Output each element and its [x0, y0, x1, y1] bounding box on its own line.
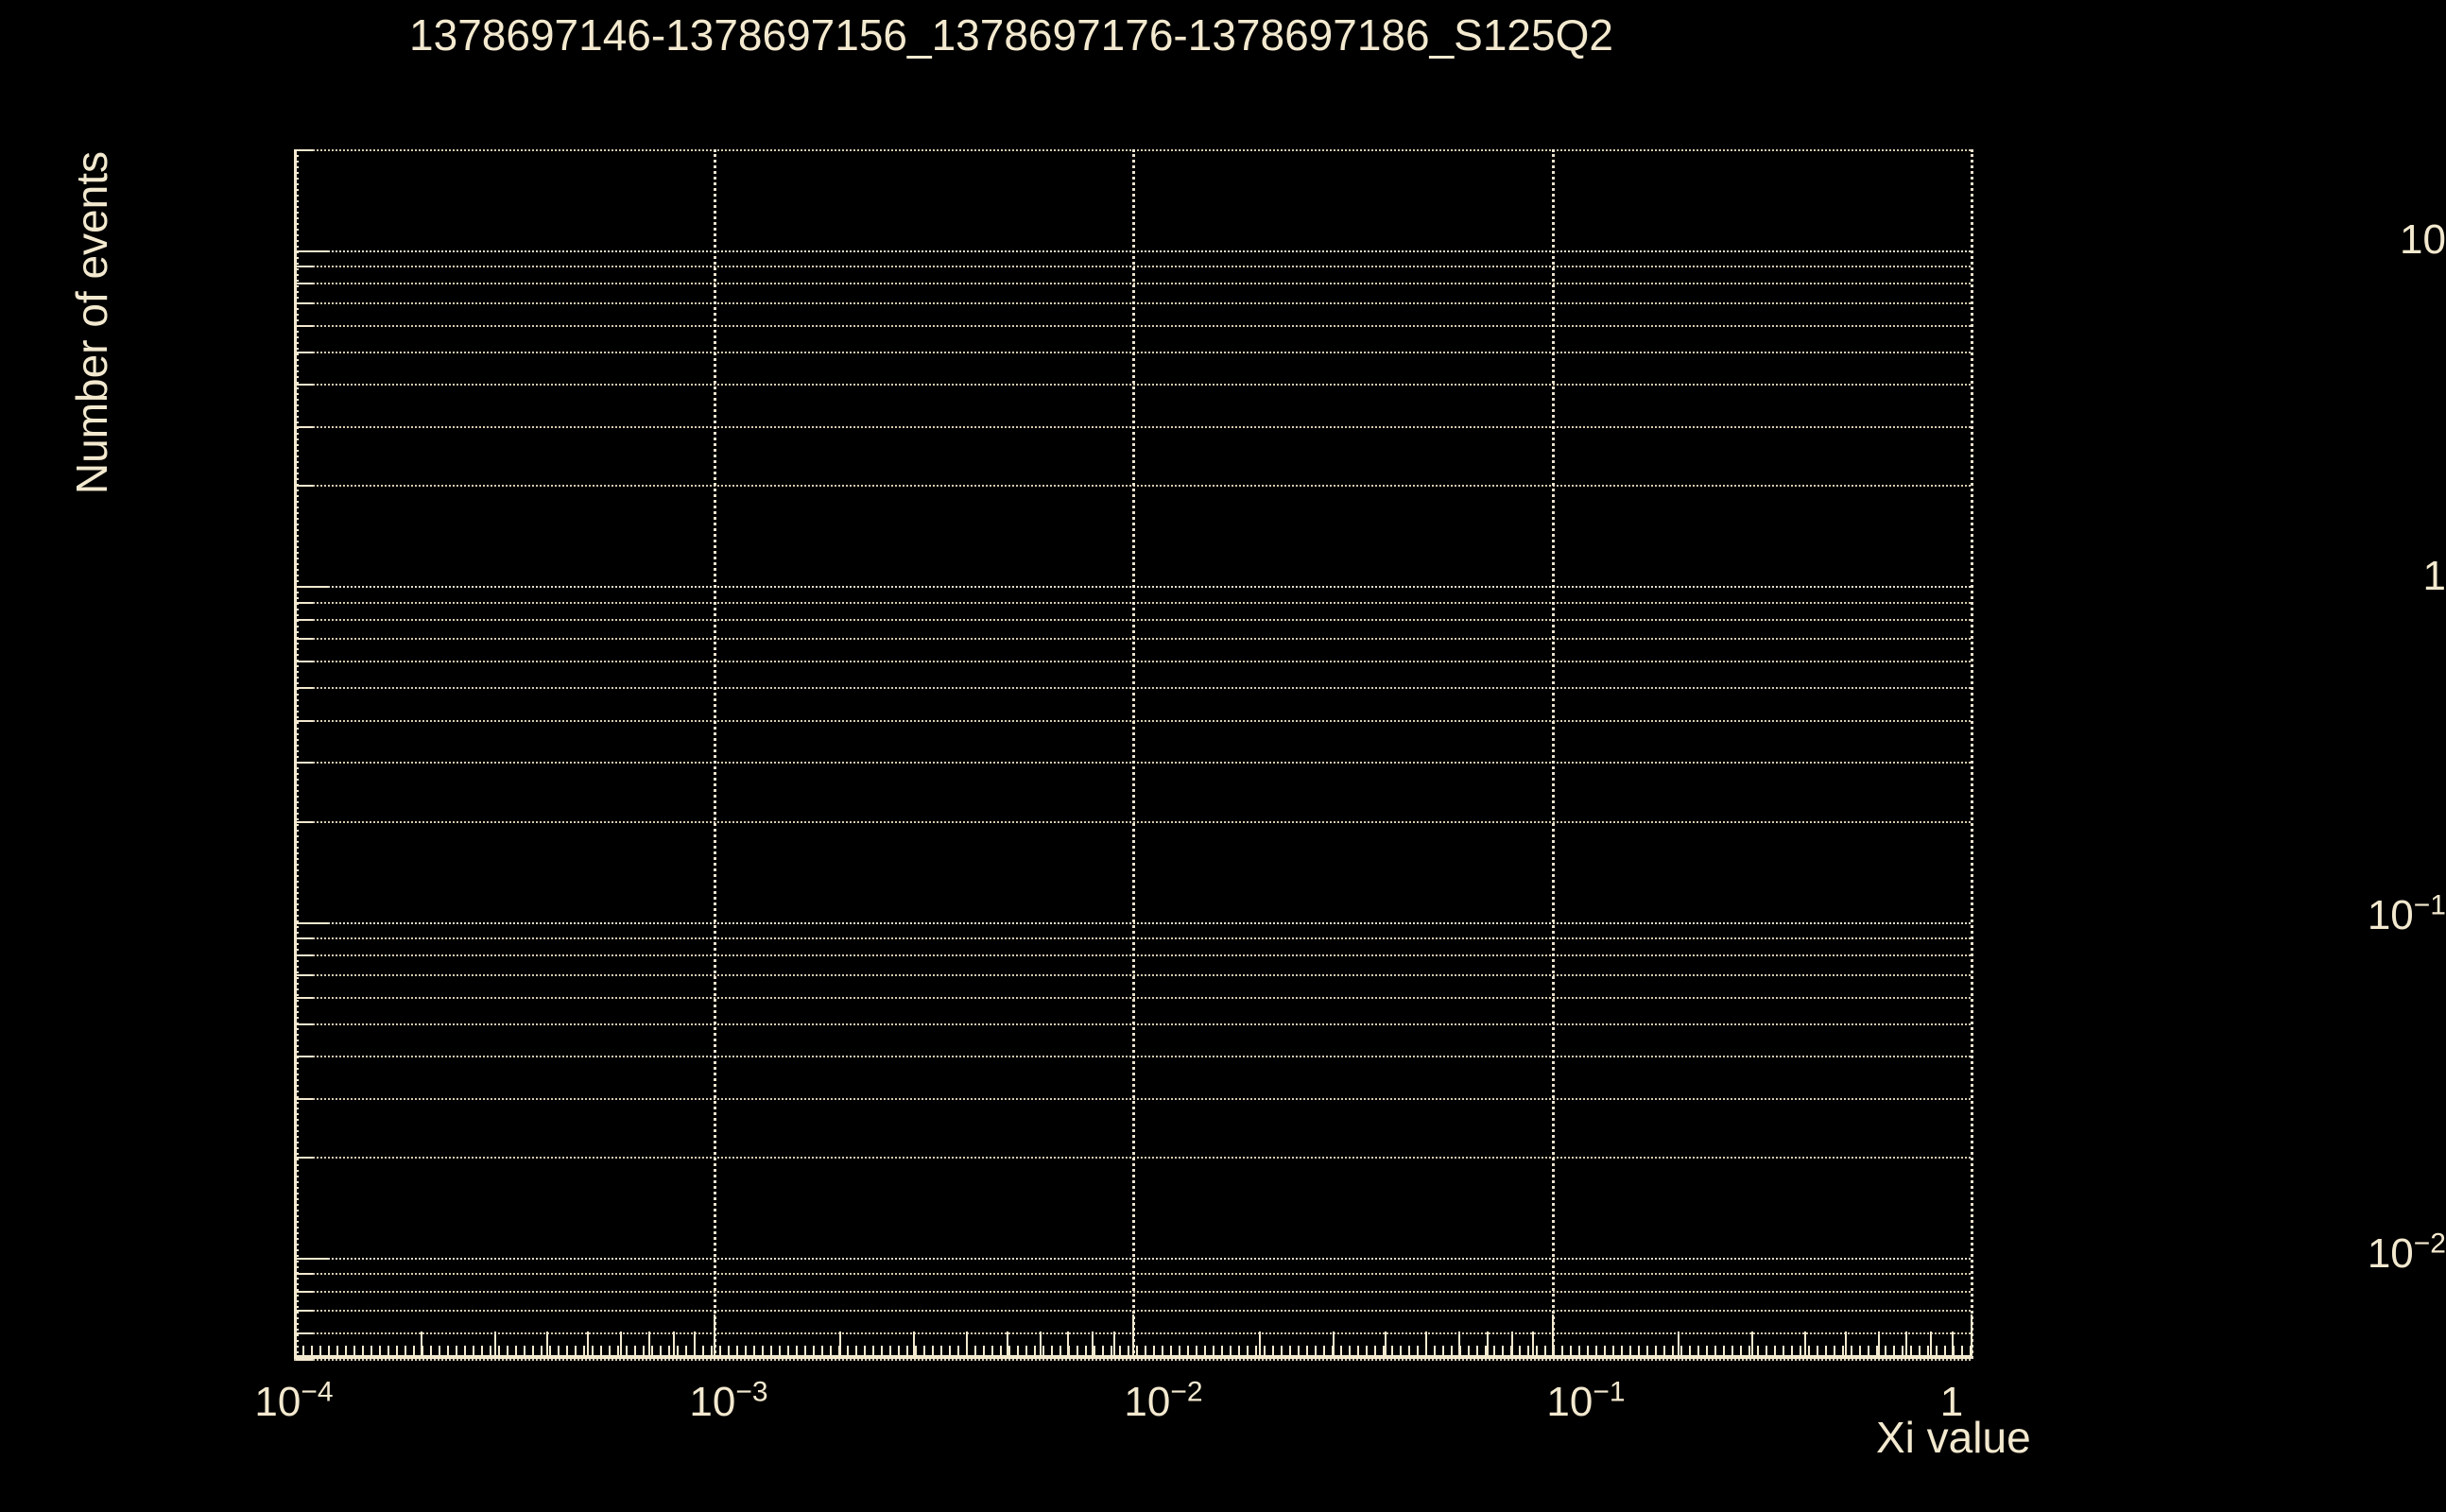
x-tick-minor — [1751, 1332, 1754, 1356]
y-tick-minor — [296, 762, 313, 765]
x-tick-minor — [1006, 1332, 1008, 1356]
x-tick-label-1e-3: 10−3 — [689, 1376, 768, 1425]
grid-line-x-major — [1971, 149, 1973, 1359]
x-tick-label-1e-1: 10−1 — [1546, 1376, 1626, 1425]
x-tick-minor — [1332, 1332, 1335, 1356]
y-tick-minor — [296, 1273, 313, 1276]
y-tick-minor — [296, 1056, 313, 1058]
x-tick-minor — [587, 1332, 589, 1356]
x-tick-major — [1551, 1314, 1554, 1356]
y-tick-minor — [296, 973, 313, 976]
x-tick-minor — [1458, 1332, 1461, 1356]
chart-title: 1378697146-1378697156_1378697176-1378697… — [409, 10, 1613, 60]
y-tick-minor — [296, 1290, 313, 1293]
x-tick-minor — [1067, 1332, 1070, 1356]
grid-line-y-minor — [294, 1359, 1971, 1361]
grid-line-x-major — [1132, 149, 1135, 1359]
y-tick-minor — [296, 485, 313, 488]
y-tick-minor — [296, 1332, 313, 1334]
x-tick-minor — [1678, 1332, 1679, 1356]
y-tick-minor — [296, 1097, 313, 1100]
y-axis-line — [294, 149, 297, 1359]
y-tick-major — [296, 1258, 328, 1260]
y-tick-major — [296, 921, 328, 924]
y-tick-minor — [296, 1157, 313, 1160]
grid-line-x-major — [1551, 149, 1555, 1359]
x-axis-title: Xi value — [1876, 1413, 2031, 1462]
x-tick-minor — [1930, 1332, 1932, 1356]
x-tick-minor — [1385, 1332, 1387, 1356]
x-tick-minor — [672, 1332, 675, 1356]
y-tick-label-1e-2: 10−2 — [2367, 1228, 2446, 1277]
x-tick-major — [1971, 1314, 1972, 1356]
y-tick-minor — [296, 954, 313, 957]
x-tick-major — [713, 1314, 715, 1356]
x-tick-minor — [1877, 1332, 1880, 1356]
y-tick-minor — [296, 820, 313, 823]
y-tick-major — [296, 586, 328, 589]
y-tick-minor — [296, 149, 313, 151]
x-tick-label-1e-4: 10−4 — [254, 1376, 334, 1425]
y-tick-minor — [296, 1310, 313, 1313]
x-tick-minor — [647, 1332, 650, 1356]
x-tick-label-1: 1 — [1939, 1379, 1964, 1425]
x-tick-minor — [1112, 1332, 1115, 1356]
x-tick-minor — [1425, 1332, 1427, 1356]
x-tick-minor — [1039, 1332, 1042, 1356]
y-tick-label-1e-1: 10−1 — [2367, 889, 2446, 938]
y-tick-minor — [296, 638, 313, 641]
y-tick-major — [296, 250, 328, 252]
y-tick-minor — [296, 1359, 313, 1361]
x-tick-minor — [546, 1332, 548, 1356]
x-tick-minor — [1905, 1332, 1908, 1356]
y-tick-minor — [296, 266, 313, 268]
y-tick-minor — [296, 719, 313, 722]
y-tick-minor — [296, 425, 313, 428]
x-tick-minor — [1510, 1332, 1513, 1356]
y-tick-minor — [296, 283, 313, 285]
y-tick-minor — [296, 1022, 313, 1025]
x-tick-minor — [1486, 1332, 1489, 1356]
x-tick-minor — [965, 1332, 968, 1356]
grid-layer — [294, 149, 1973, 1361]
y-tick-minor — [296, 302, 313, 304]
y-tick-label-10: 10 — [2400, 216, 2446, 263]
x-axis-minor-ticks — [294, 1346, 1971, 1355]
x-tick-minor — [1951, 1332, 1954, 1356]
plot-area — [294, 149, 1973, 1361]
x-tick-minor — [839, 1332, 841, 1356]
y-tick-minor — [296, 687, 313, 690]
y-tick-minor — [296, 384, 313, 387]
y-tick-minor — [296, 351, 313, 353]
x-tick-minor — [493, 1332, 496, 1356]
y-tick-minor — [296, 936, 313, 939]
x-tick-major — [1132, 1314, 1134, 1356]
x-tick-minor — [913, 1332, 916, 1356]
y-tick-minor — [296, 661, 313, 663]
y-tick-label-1: 1 — [2422, 553, 2446, 599]
x-tick-minor — [1844, 1332, 1847, 1356]
y-tick-minor — [296, 996, 313, 999]
x-axis-line — [294, 1355, 1971, 1359]
x-tick-minor — [694, 1332, 697, 1356]
y-tick-minor — [296, 324, 313, 327]
x-tick-minor — [1803, 1332, 1806, 1356]
x-tick-label-1e-2: 10−2 — [1124, 1376, 1203, 1425]
grid-line-x-major — [713, 149, 716, 1359]
y-axis-title: Number of events — [67, 151, 116, 495]
x-tick-minor — [620, 1332, 623, 1356]
x-tick-minor — [1532, 1332, 1535, 1356]
x-tick-minor — [420, 1332, 422, 1356]
y-tick-minor — [296, 618, 313, 621]
x-tick-minor — [1092, 1332, 1094, 1356]
x-tick-minor — [1258, 1332, 1261, 1356]
y-tick-minor — [296, 601, 313, 604]
